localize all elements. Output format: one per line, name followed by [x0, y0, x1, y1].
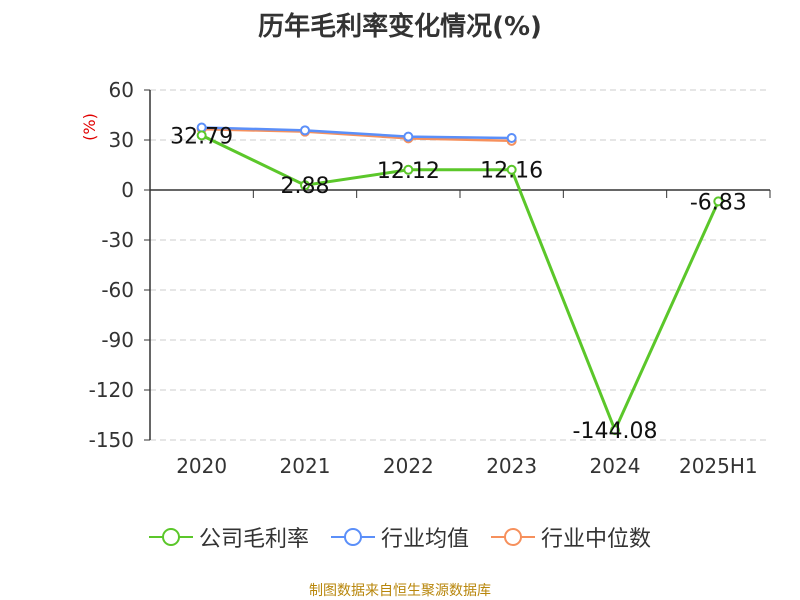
- data-point-company: [403, 164, 414, 175]
- data-point-industry-avg: [506, 133, 517, 143]
- x-tick-label: 2020: [176, 454, 227, 478]
- data-point-company: [713, 196, 724, 207]
- data-point-company: [610, 425, 620, 436]
- data-label: 12.16: [480, 159, 543, 184]
- data-point-industry-avg: [403, 131, 414, 142]
- data-label: 12.12: [377, 159, 440, 184]
- data-label: 2.88: [281, 174, 330, 199]
- y-tick-label: -30: [101, 228, 134, 252]
- y-tick-label: -60: [101, 278, 134, 302]
- legend-item-industry-median[interactable]: 行业中位数: [491, 521, 651, 553]
- series-line-industry-median: [201, 127, 512, 143]
- x-tick-label: 2024: [590, 454, 641, 478]
- legend-item-industry-avg[interactable]: 行业均值: [330, 521, 469, 553]
- data-source-note: 制图数据来自恒生聚源数据库: [309, 583, 491, 599]
- x-tick-label: 2023: [486, 454, 537, 478]
- data-point-company: [506, 164, 517, 175]
- y-tick-label: 60: [109, 78, 134, 102]
- data-point-industry-avg: [300, 125, 310, 136]
- legend-label-industry-median: 行业中位数: [541, 527, 652, 552]
- x-tick-label: 2021: [280, 454, 331, 478]
- y-tick-label: 30: [109, 128, 134, 152]
- y-tick-label: -150: [89, 428, 134, 452]
- x-tick-label: 2025H1: [679, 454, 758, 478]
- series-line-industry-avg: [201, 126, 512, 140]
- legend-marker-industry-avg: [330, 528, 375, 546]
- legend: 公司毛利率 行业均值 行业中位数: [0, 521, 800, 553]
- legend-marker-industry-median: [491, 528, 535, 546]
- legend-item-company[interactable]: 公司毛利率: [148, 521, 309, 553]
- data-point-company: [300, 180, 310, 191]
- y-tick-label: -90: [101, 328, 134, 352]
- x-tick-label: 2022: [383, 454, 434, 478]
- y-axis-label: (%): [80, 113, 99, 141]
- data-label: -144.08: [573, 419, 658, 444]
- series-line-company: [201, 133, 720, 434]
- legend-label-industry-avg: 行业均值: [380, 527, 469, 552]
- legend-marker-company: [148, 528, 193, 546]
- data-label: -6.83: [690, 190, 747, 215]
- y-tick-label: 0: [121, 178, 134, 202]
- data-label: 32.79: [170, 124, 233, 149]
- chart-title: 历年毛利率变化情况(%): [258, 12, 542, 42]
- legend-label-company: 公司毛利率: [198, 527, 309, 552]
- y-tick-label: -120: [89, 378, 134, 402]
- data-point-company: [196, 130, 207, 141]
